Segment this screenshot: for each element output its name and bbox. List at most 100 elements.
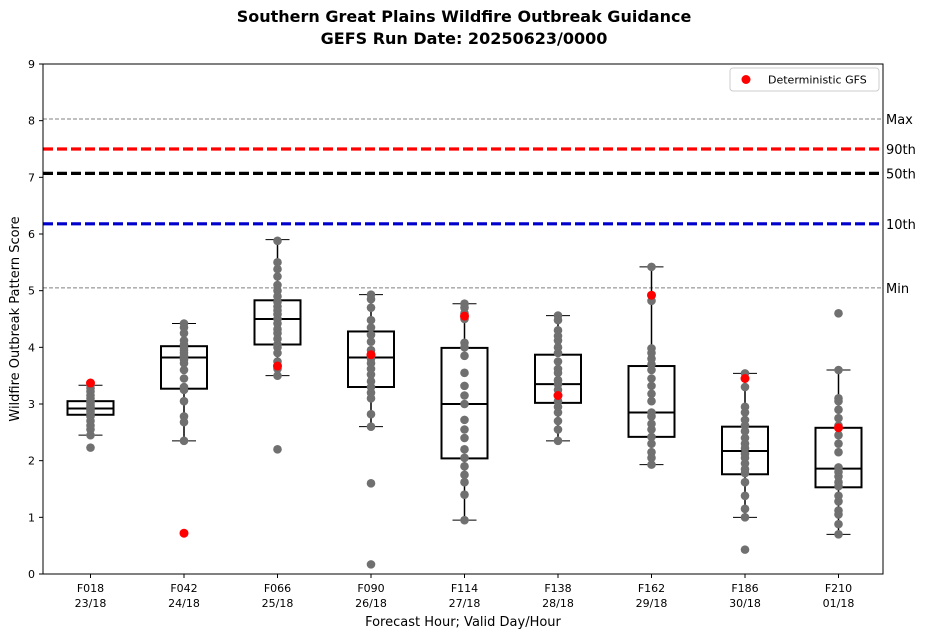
y-tick-label: 9 [28,58,35,71]
gfs-point [834,423,843,433]
member-point [740,504,750,514]
member-point [553,364,563,374]
member-point [366,330,376,340]
member-point [179,412,189,421]
member-point [460,470,469,480]
member-point [460,415,469,425]
member-point [460,399,469,409]
y-tick-label: 7 [28,171,35,184]
y-tick-label: 6 [28,228,35,241]
member-point [740,545,750,554]
x-tick-label-valid: 28/18 [542,597,574,610]
member-point [179,374,189,383]
member-point [273,258,282,267]
ref-label-10th: 10th [886,218,916,233]
member-point [460,445,469,454]
gfs-point [460,311,469,321]
member-point [740,513,750,522]
member-point [647,344,656,353]
member-point [740,433,750,443]
member-point [366,315,376,325]
member-point [273,371,282,380]
member-point [647,396,656,406]
member-point [460,425,469,434]
gfs-point [273,361,282,371]
x-tick-label-hour: F210 [825,582,852,595]
member-point [366,422,376,431]
member-point [647,262,656,272]
member-point [553,326,563,335]
member-point [179,436,189,446]
plot-frame [42,63,884,575]
y-tick-label: 2 [28,455,35,468]
member-point [366,337,376,346]
member-point [460,453,469,463]
gfs-point [366,350,376,360]
member-point [647,432,656,442]
member-point [366,479,376,488]
legend: Deterministic GFS [729,67,880,92]
member-point [460,391,469,400]
member-point [179,382,189,392]
member-point [834,506,843,515]
member-point [460,338,469,348]
gfs-point [553,391,563,400]
member-point [834,430,843,440]
ref-label-90th: 90th [886,143,916,158]
y-tick-label: 0 [28,568,35,581]
x-tick-label-valid: 27/18 [449,597,481,610]
y-axis-label: Wildfire Outbreak Pattern Score [8,216,23,421]
member-point [460,462,469,471]
member-point [460,490,469,499]
x-tick-label-valid: 29/18 [636,597,668,610]
member-point [740,382,750,392]
x-tick-label-hour: F018 [77,582,104,595]
y-tick-label: 1 [28,511,35,524]
member-point [647,381,656,391]
legend-box [729,67,880,92]
member-point [834,439,843,448]
member-point [366,560,376,569]
member-point [86,443,95,452]
member-point [834,519,843,529]
gfs-point [86,378,95,388]
member-point [460,515,469,525]
member-point [553,425,563,434]
chart-title: Southern Great Plains Wildfire Outbreak … [237,7,692,26]
member-point [740,491,750,501]
member-point [366,290,376,299]
y-tick-label: 8 [28,115,35,128]
member-point [553,357,563,366]
member-point [273,236,282,246]
reference-lines: Max 90th 50th 10th Min [43,113,916,297]
member-point [834,447,843,457]
member-point [460,433,469,443]
member-point [273,272,282,281]
member-point [460,368,469,378]
member-point [553,311,563,320]
member-point [647,419,656,429]
member-point [460,351,469,361]
x-tick-label-valid: 26/18 [355,597,387,610]
x-axis-label: Forecast Hour; Valid Day/Hour [365,615,561,630]
member-point [834,530,843,539]
x-tick-label-valid: 30/18 [729,597,761,610]
x-tick-label-valid: 24/18 [168,597,200,610]
member-point [740,402,750,412]
x-tick-label-hour: F042 [170,582,197,595]
member-point [366,377,376,386]
ref-label-min: Min [886,282,909,297]
member-point [647,374,656,383]
ensemble-members [86,236,843,569]
deterministic-gfs-series [86,290,843,538]
member-point [740,477,750,487]
x-tick-label-valid: 01/18 [823,597,855,610]
member-point [834,413,843,423]
member-point [179,336,189,345]
x-tick-label-hour: F162 [638,582,665,595]
y-axis: 0 1 2 3 4 5 6 7 8 9 [28,58,43,581]
member-point [553,343,563,352]
gfs-point [647,290,656,300]
ref-label-max: Max [886,113,913,128]
x-tick-label-hour: F066 [264,582,291,595]
